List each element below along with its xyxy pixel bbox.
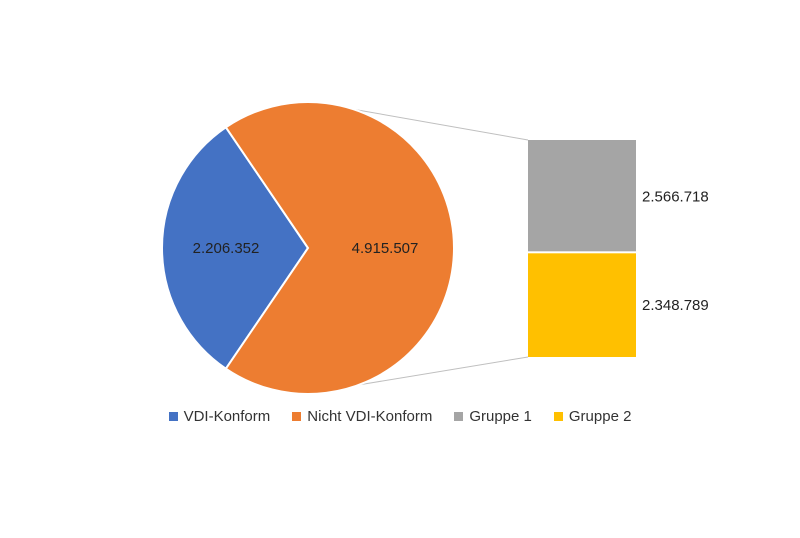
legend-swatch — [454, 412, 464, 421]
legend-label: VDI-Konform — [183, 408, 271, 425]
legend-item-nicht-vdi-konform: Nicht VDI-Konform — [292, 408, 432, 425]
legend-swatch — [292, 412, 302, 421]
pie-slice-vdi-konform — [161, 125, 310, 371]
legend-label: Nicht VDI-Konform — [307, 408, 433, 425]
legend-item-gruppe-1: Gruppe 1 — [454, 408, 532, 425]
bar-data-label: 2.348.789 — [642, 297, 709, 314]
connector-line-top — [351, 108, 529, 141]
pie-data-label: 2.206.352 — [193, 240, 260, 257]
pie — [161, 101, 455, 395]
data-labels: 2.206.352 4.915.507 2.566.718 2.348.789 — [193, 189, 709, 315]
pie-data-label: 4.915.507 — [352, 240, 419, 257]
connector-line-bottom — [351, 356, 529, 387]
legend: VDI-Konform Nicht VDI-Konform Gruppe 1 G… — [0, 408, 800, 425]
connector-lines — [351, 108, 529, 387]
legend-item-gruppe-2: Gruppe 2 — [553, 408, 632, 425]
bar-segment-gruppe-1 — [528, 140, 636, 252]
stacked-bar — [528, 140, 636, 357]
legend-item-vdi-konform: VDI-Konform — [168, 408, 271, 425]
bar-segment-gruppe-2 — [528, 253, 636, 357]
legend-swatch — [553, 412, 563, 421]
bar-data-label: 2.566.718 — [642, 189, 709, 206]
pie-slice-nicht-vdi-konform — [224, 101, 455, 395]
legend-label: Gruppe 1 — [469, 408, 532, 425]
legend-label: Gruppe 2 — [568, 408, 632, 425]
legend-swatch — [168, 412, 178, 421]
